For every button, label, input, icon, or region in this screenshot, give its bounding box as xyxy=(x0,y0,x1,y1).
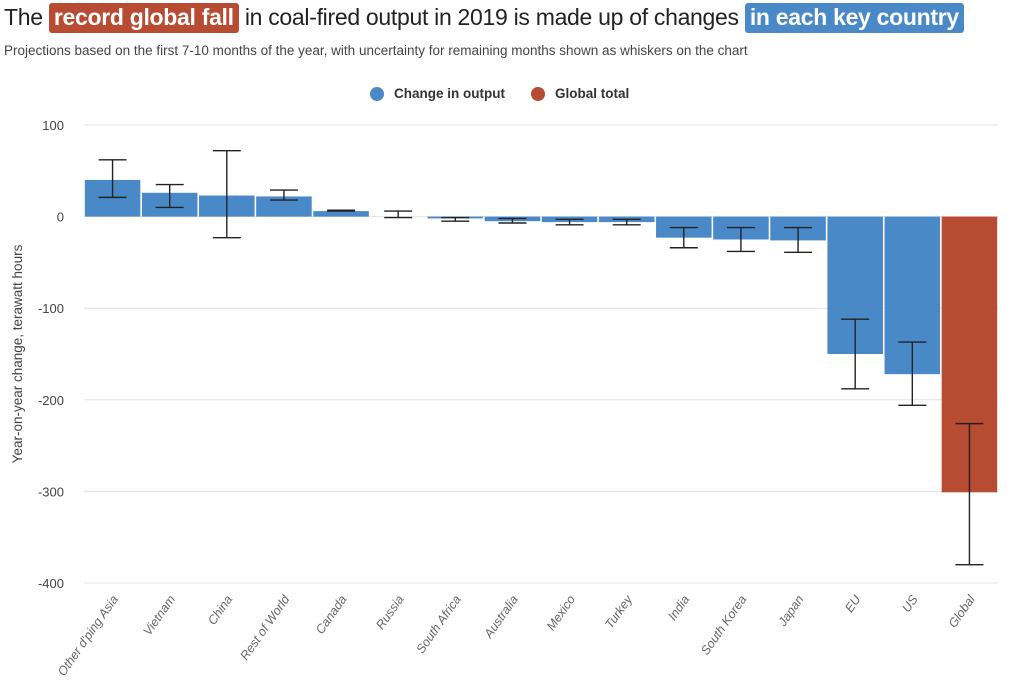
x-tick-label: EU xyxy=(842,592,864,615)
legend-dot-icon xyxy=(530,86,545,101)
y-tick-label: -300 xyxy=(38,484,64,499)
y-tick-label: -100 xyxy=(38,301,64,316)
title-pre: The xyxy=(4,4,43,30)
bar xyxy=(313,211,369,217)
x-tick-label: Japan xyxy=(775,593,807,630)
chart-title: The record global fall in coal-fired out… xyxy=(4,3,964,33)
legend: Change in output Global total xyxy=(370,86,629,101)
bar xyxy=(256,196,312,217)
x-tick-label: South Africa xyxy=(414,593,464,656)
y-tick-label: -400 xyxy=(38,576,64,591)
x-tick-label: Australia xyxy=(481,593,521,642)
x-tick-label: Canada xyxy=(313,593,350,637)
y-axis-label: Year-on-year change, terawatt hours xyxy=(10,244,25,463)
x-tick-label: India xyxy=(665,593,692,623)
x-tick-label: Russia xyxy=(373,593,406,632)
x-tick-label: China xyxy=(205,593,235,628)
title-mid: in coal-fired output in 2019 is made up … xyxy=(244,4,739,30)
legend-label: Change in output xyxy=(394,86,505,101)
y-tick-label: 0 xyxy=(57,210,64,225)
legend-item-change-in-output[interactable]: Change in output xyxy=(370,86,505,101)
x-tick-label: Mexico xyxy=(544,593,578,634)
title-highlight-global-fall: record global fall xyxy=(48,3,239,33)
legend-item-global-total[interactable]: Global total xyxy=(530,86,630,101)
y-tick-label: 100 xyxy=(42,118,64,133)
x-tick-label: Global xyxy=(946,592,979,631)
x-tick-label: Vietnam xyxy=(140,593,178,638)
legend-dot-icon xyxy=(370,86,384,101)
legend-label: Global total xyxy=(554,86,630,101)
x-tick-label: South Korea xyxy=(698,593,749,658)
x-tick-label: Rest of World xyxy=(237,592,292,663)
chart-subtitle: Projections based on the first 7-10 mont… xyxy=(4,43,748,58)
x-tick-label: Other d'ping Asia xyxy=(55,593,121,679)
x-tick-label: Turkey xyxy=(602,592,635,631)
x-tick-label: US xyxy=(899,592,921,615)
title-highlight-each-country: in each key country xyxy=(744,3,964,33)
y-tick-label: -200 xyxy=(38,393,64,408)
